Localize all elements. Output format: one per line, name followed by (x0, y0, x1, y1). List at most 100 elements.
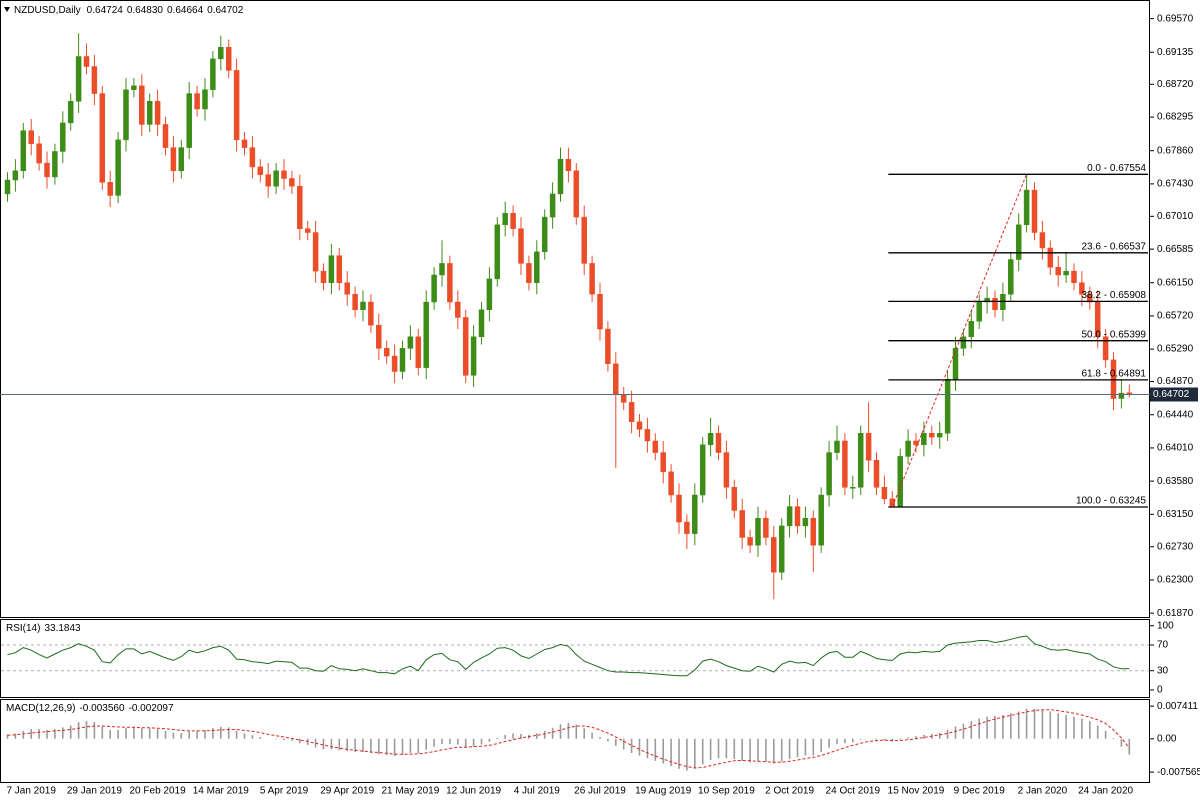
candle-body (684, 521, 690, 534)
candle-body (818, 494, 824, 546)
symbol-marker (4, 7, 10, 12)
candle-body (636, 421, 643, 430)
x-tick-label: 24 Jan 2020 (1078, 786, 1133, 797)
candle-body (486, 278, 493, 310)
candle-body (865, 433, 872, 461)
candle-body (91, 66, 98, 94)
x-tick-label: 5 Apr 2019 (260, 786, 309, 797)
candle-body (146, 101, 153, 125)
candle-body (399, 348, 406, 372)
candle-body (1039, 232, 1046, 249)
candle-body (668, 471, 674, 496)
main-header: NZDUSD,Daily 0.64724 0.64830 0.64664 0.64702 (14, 5, 244, 16)
candle-body (360, 301, 366, 310)
x-tick-label: 20 Feb 2019 (130, 786, 187, 797)
x-tick-label: 2 Oct 2019 (765, 786, 814, 797)
candle-body (976, 301, 982, 322)
candle-body (715, 433, 722, 453)
candle-body (581, 216, 587, 264)
candle-body (968, 321, 975, 337)
candle-body (1110, 359, 1117, 399)
macd-last: -0.003560 (79, 703, 124, 714)
candle-body (857, 433, 864, 488)
candle-body (628, 402, 635, 422)
candle-body (692, 494, 698, 534)
candle-body (131, 85, 137, 90)
candle-body (826, 452, 832, 496)
x-tick-label: 4 Jul 2019 (514, 786, 561, 797)
candle-body (297, 185, 303, 229)
candle-body (881, 487, 888, 500)
candle-body (478, 309, 485, 337)
x-tick-label: 29 Jan 2019 (67, 786, 122, 797)
candle-body (731, 487, 738, 511)
y-tick-label: 0.68720 (1157, 79, 1194, 90)
candle-body (462, 317, 469, 376)
candle-body (739, 510, 745, 538)
y-tick-label: 0.66585 (1157, 244, 1194, 255)
candle-body (281, 170, 287, 179)
candle-body (44, 162, 50, 178)
candle-body (210, 58, 216, 90)
candle-body (960, 336, 967, 349)
candle-body (415, 336, 422, 368)
candle-body (889, 498, 896, 507)
y-tick-label: 0.66150 (1157, 277, 1194, 288)
main-panel (0, 0, 1150, 618)
candle-body (723, 452, 730, 488)
candle-body (652, 440, 659, 453)
y-tick-label: 70 (1157, 640, 1169, 651)
x-tick-label: 12 Jun 2019 (446, 786, 501, 797)
candle-body (1015, 224, 1022, 260)
header-low: 0.64664 (167, 5, 204, 16)
candle-body (699, 444, 706, 496)
candle-body (60, 122, 66, 152)
candle-body (510, 212, 516, 229)
header-high: 0.64830 (127, 5, 164, 16)
fib-label: 23.6 - 0.66537 (1082, 241, 1147, 252)
candle-body (1063, 270, 1069, 276)
candle-body (549, 193, 556, 218)
x-tick-label: 21 May 2019 (381, 786, 439, 797)
candle-body (565, 158, 572, 172)
candle-body (289, 178, 295, 187)
x-tick-label: 19 Aug 2019 (635, 786, 692, 797)
price-label: 0.64702 (1153, 389, 1190, 400)
candle-body (755, 517, 761, 546)
y-tick-label: 30 (1157, 665, 1169, 676)
candle-body (304, 228, 311, 233)
candle-body (139, 85, 145, 125)
y-tick-label: 0.61870 (1157, 608, 1194, 619)
candle-body (447, 263, 453, 303)
candle-body (1023, 189, 1030, 226)
candle-body (194, 93, 200, 110)
candle-body (383, 348, 390, 357)
candle-body (613, 363, 619, 395)
macd-panel (0, 699, 1150, 783)
candle-body (936, 433, 943, 438)
rsi-line (7, 635, 1130, 677)
y-tick-label: 0.65290 (1157, 344, 1194, 355)
y-tick-label: 0.62300 (1157, 575, 1194, 586)
candle-body (707, 433, 714, 446)
candle-body (241, 139, 248, 148)
candle-body (423, 301, 429, 368)
rsi-header: RSI(14) 33.1843 (6, 623, 81, 634)
candle-body (439, 263, 445, 276)
candle-body (36, 143, 42, 164)
candle-body (328, 255, 335, 283)
candle-body (676, 494, 682, 523)
candle-body (123, 89, 129, 141)
candle-body (992, 297, 998, 310)
candle-body (470, 336, 477, 376)
candle-body (897, 456, 903, 507)
candle-body (802, 517, 809, 527)
candle-body (534, 251, 540, 283)
candle-body (107, 182, 113, 196)
y-tick-label: 0.62730 (1157, 541, 1194, 552)
candle-body (391, 355, 398, 372)
candle-body (763, 517, 769, 538)
candle-body (67, 101, 74, 124)
